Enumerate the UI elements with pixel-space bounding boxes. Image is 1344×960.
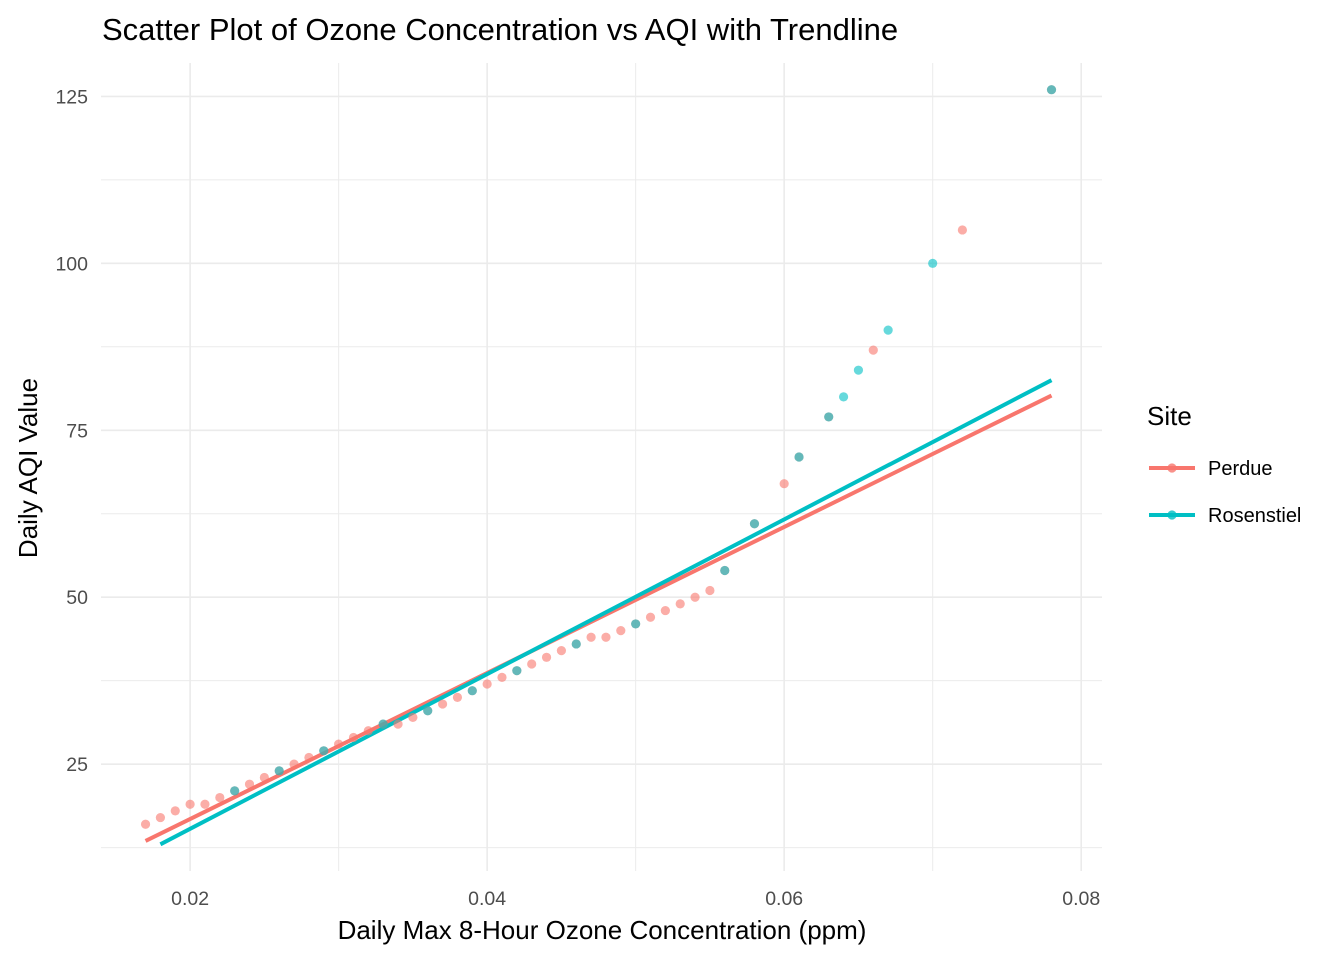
data-point-perdue [363,726,373,736]
data-point-perdue [452,692,463,702]
data-point-perdue [289,759,299,769]
data-point-perdue [675,599,685,609]
data-point-rosenstiel [631,619,641,629]
data-point-perdue [645,612,656,622]
data-point-perdue [215,792,225,803]
data-point-perdue [170,806,180,816]
data-point-rosenstiel [794,452,804,462]
data-point-perdue [705,585,715,596]
x-tick-label: 0.06 [765,888,803,910]
data-point-perdue [660,605,670,616]
data-point-perdue [482,679,492,689]
legend: Site Perdue Rosenstiel [1147,401,1301,527]
data-point-rosenstiel [838,392,849,402]
data-point-rosenstiel [571,639,581,649]
data-point-perdue [155,812,166,823]
x-tick-label: 0.08 [1062,888,1100,910]
y-axis-label: Daily AQI Value [13,378,43,558]
y-tick-label: 75 [66,420,88,442]
data-point-rosenstiel [1046,85,1057,95]
data-point-rosenstiel [274,766,284,776]
data-point-perdue [527,659,537,669]
legend-key-point [1167,463,1177,473]
y-tick-label: 125 [55,86,88,108]
y-tick-label: 100 [55,253,88,275]
data-point-perdue [304,752,314,763]
x-tick-label: 0.04 [468,888,506,910]
data-point-perdue [586,632,596,642]
data-point-perdue [200,799,210,809]
data-point-rosenstiel [467,686,477,696]
data-point-perdue [616,626,626,636]
data-point-perdue [393,719,403,729]
data-point-perdue [259,772,269,783]
data-point-rosenstiel [378,719,388,729]
y-tick-label: 50 [66,587,88,609]
data-point-perdue [957,225,967,235]
data-point-perdue [601,632,611,642]
x-axis-label: Daily Max 8-Hour Ozone Concentration (pp… [338,915,867,945]
y-tick-label: 25 [66,754,88,776]
data-point-rosenstiel [928,258,938,268]
grid-lines [101,63,1102,871]
data-point-perdue [334,739,344,749]
data-point-rosenstiel [749,519,760,529]
data-point-perdue [437,699,448,709]
x-tick-label: 0.02 [171,888,209,910]
data-point-perdue [348,732,359,743]
data-point-perdue [541,652,552,662]
data-point-rosenstiel [824,412,834,422]
legend-key-point [1167,510,1177,520]
data-points [140,85,1057,829]
legend-title: Site [1147,401,1192,431]
data-point-perdue [408,712,418,723]
data-point-rosenstiel [230,786,240,796]
data-point-rosenstiel [853,365,864,375]
legend-label: Perdue [1208,458,1273,480]
data-point-rosenstiel [319,746,329,756]
data-point-rosenstiel [423,706,433,716]
data-point-perdue [185,799,195,809]
axis-ticks: 0.02 0.04 0.06 0.08 25 50 75 100 125 [55,86,1100,910]
legend-label: Rosenstiel [1208,505,1301,527]
data-point-perdue [140,819,151,829]
chart-title: Scatter Plot of Ozone Concentration vs A… [102,12,898,47]
data-point-rosenstiel [720,565,730,576]
data-point-perdue [690,592,700,602]
data-point-perdue [868,345,878,355]
data-point-perdue [779,479,789,489]
data-point-perdue [244,779,255,789]
data-point-rosenstiel [512,666,522,676]
data-point-perdue [556,646,567,656]
data-point-rosenstiel [883,325,893,335]
data-point-perdue [497,672,507,682]
trendline-rosenstiel [159,378,1053,847]
